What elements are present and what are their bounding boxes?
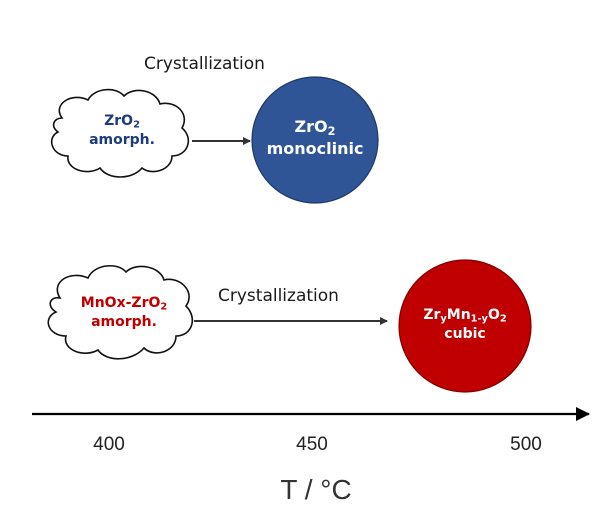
row1-start-state: amorph. <box>89 131 155 148</box>
tick-500: 500 <box>510 434 542 455</box>
row1-end-phase: monoclinic <box>266 138 364 158</box>
tick-450: 450 <box>296 434 328 455</box>
circle-zrmno2-text: ZryMn1-yO2 cubic <box>399 306 531 344</box>
circle-zro2-text: ZrO2 monoclinic <box>252 116 378 159</box>
axis-title: T / °C <box>280 474 352 505</box>
row2-crystallization-label: Crystallization <box>218 286 339 306</box>
row1-start-formula: ZrO <box>104 113 134 129</box>
tick-400: 400 <box>93 434 125 455</box>
row2-end-phase: cubic <box>444 325 486 342</box>
cloud-mnox-zro2-amorph: MnOx-ZrO2 amorph. <box>62 294 186 332</box>
circle-zro2-monoclinic <box>251 76 379 204</box>
cloud-shape-mnox-zro2-amorph <box>47 265 194 360</box>
cloud-shape-zro2-amorph <box>50 88 190 178</box>
row1-crystallization-label: Crystallization <box>144 54 265 74</box>
row2-start-formula: MnOx-ZrO <box>80 295 161 311</box>
circle-zrmno2-cubic <box>398 259 532 393</box>
cloud-zro2-amorph: ZrO2 amorph. <box>70 112 174 150</box>
row1-end-formula: ZrO <box>294 117 328 136</box>
row2-start-state: amorph. <box>91 313 157 330</box>
